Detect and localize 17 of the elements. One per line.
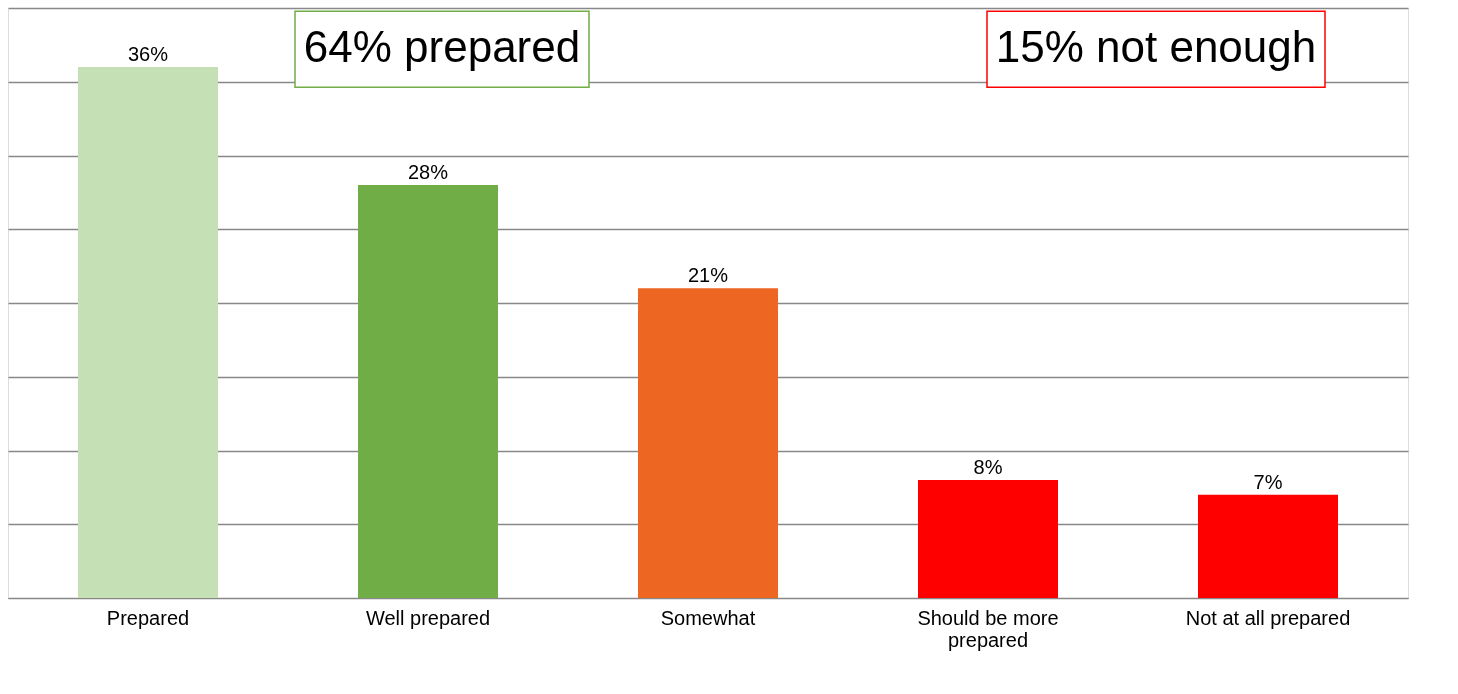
bar [78, 67, 218, 598]
x-tick-label: Not at all prepared [1185, 606, 1351, 629]
data-label: 36% [127, 43, 169, 65]
bar [918, 480, 1058, 598]
bar [1198, 494, 1338, 598]
x-tick-label: Prepared [106, 606, 190, 629]
data-label: 8% [973, 456, 1003, 478]
data-label: 7% [1253, 470, 1283, 493]
data-label: 28% [407, 161, 449, 183]
annotation: 64% prepared [303, 22, 581, 72]
x-tick-label: Somewhat [660, 606, 756, 629]
bar [638, 288, 778, 598]
data-label: 21% [687, 264, 729, 287]
x-tick-label: Well prepared [365, 606, 491, 629]
annotation: 15% not enough [995, 22, 1317, 72]
x-tick-label: Should be more prepared [917, 606, 1059, 651]
bar [358, 185, 498, 598]
